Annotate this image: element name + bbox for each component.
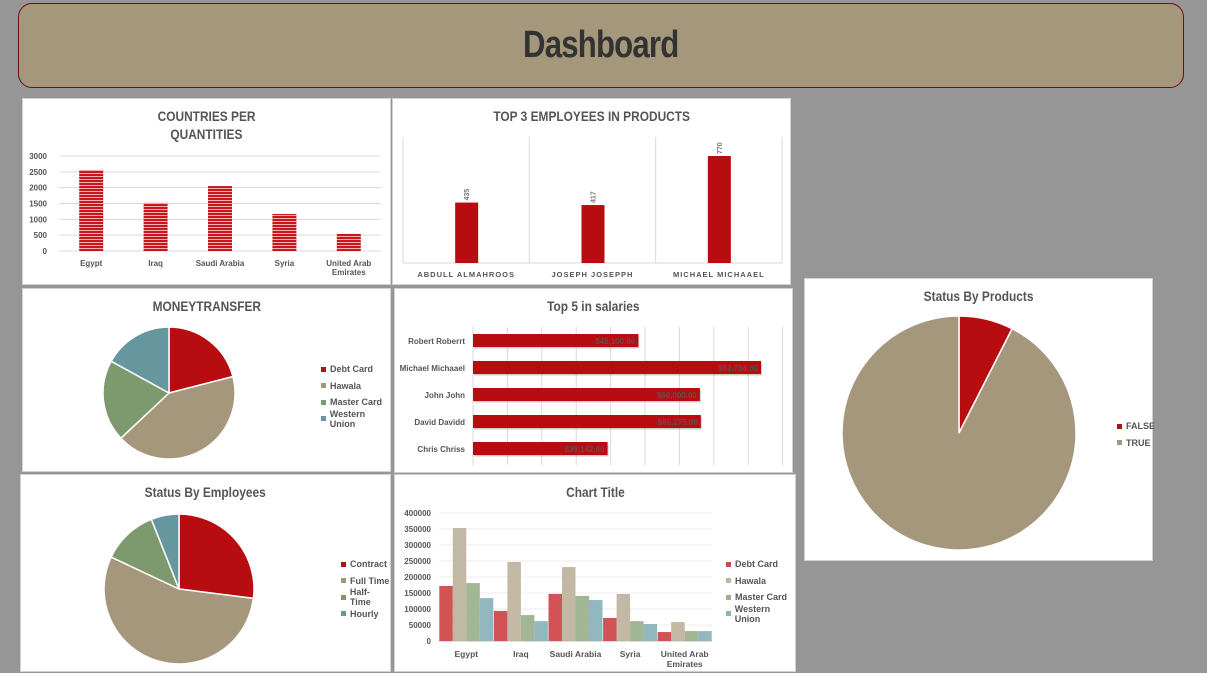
salaries-panel[interactable]: Top 5 in salaries $48,100.00 Robert Rober… [394,288,793,473]
moneytransfer-pie-chart [102,326,236,460]
legend-swatch [341,611,346,617]
legend-item: Master Card [726,589,795,606]
svg-text:Michael Michaael: Michael Michaael [400,364,465,373]
svg-text:Syria: Syria [620,649,641,659]
svg-text:Iraq: Iraq [148,259,163,268]
legend-item: Western Union [726,604,795,624]
legend-item: Hawala [321,378,390,395]
chart-title: Top 5 in salaries [547,298,640,314]
top3-bar-chart: 435 ABDULL ALMAHROOS 417 JOSEPH JOSEPPH 770 M… [402,137,783,279]
svg-text:MICHAEL MICHAAEL: MICHAEL MICHAAEL [673,270,765,279]
status-employees-panel[interactable]: Status By Employees Contract Full Time H… [20,474,391,672]
svg-text:500: 500 [34,231,48,240]
svg-text:Syria: Syria [275,259,295,268]
svg-text:Saudi Arabia: Saudi Arabia [550,649,602,659]
svg-text:Emirates: Emirates [667,659,703,669]
svg-text:Robert Roberrt: Robert Roberrt [408,337,465,346]
dashboard-header: Dashboard [18,3,1184,88]
svg-text:300000: 300000 [404,541,431,550]
svg-text:Egypt: Egypt [454,649,478,659]
svg-text:$66,000.00: $66,000.00 [657,391,698,400]
svg-text:Iraq: Iraq [513,649,529,659]
svg-text:ABDULL ALMAHROOS: ABDULL ALMAHROOS [417,270,515,279]
svg-text:David Davidd: David Davidd [414,418,465,427]
svg-text:350000: 350000 [404,525,431,534]
legend-swatch [321,366,326,372]
status-products-panel[interactable]: Status By Products FALSE TRUE [804,278,1155,561]
chart-title: Chart Title [565,484,625,500]
moneytransfer-panel[interactable]: MONEYTRANSFER Debt Card Hawala Master Ca… [22,288,391,472]
svg-text:0: 0 [427,637,432,646]
svg-text:400000: 400000 [404,509,431,518]
svg-text:JOSEPH JOSEPPH: JOSEPH JOSEPPH [552,270,634,279]
status-products-legend: FALSE TRUE [1117,418,1155,451]
page-title: Dashboard [523,24,679,66]
svg-text:100000: 100000 [404,605,431,614]
legend-swatch [726,561,731,567]
legend-item: Hawala [726,573,795,590]
legend-swatch [341,578,346,584]
legend-swatch [726,578,731,584]
legend-item: Full Time [341,573,390,590]
svg-text:770: 770 [717,142,724,154]
svg-text:250000: 250000 [404,557,431,566]
legend-item: Master Card [321,394,390,411]
legend-item: FALSE [1117,418,1155,435]
top3-employees-panel[interactable]: TOP 3 EMPLOYEES IN PRODUCTS 435 ABDULL AL… [392,98,791,285]
legend-swatch [321,399,326,405]
svg-text:$39,142.00: $39,142.00 [565,445,606,454]
svg-text:0: 0 [43,247,48,256]
svg-text:$66,275.00: $66,275.00 [658,418,699,427]
legend-swatch [321,416,326,422]
svg-text:Egypt: Egypt [80,259,103,268]
legend-item: TRUE [1117,435,1155,452]
svg-text:417: 417 [591,191,598,203]
svg-text:Chris Chriss: Chris Chriss [417,445,465,454]
svg-text:John John: John John [425,391,466,400]
svg-text:2500: 2500 [29,168,47,177]
svg-text:50000: 50000 [409,621,432,630]
legend-item: Debt Card [321,361,390,378]
chart-title: COUNTRIES PER QUANTITIES [157,108,256,142]
svg-text:435: 435 [464,189,471,201]
legend-item: Western Union [321,409,390,429]
svg-text:200000: 200000 [404,573,431,582]
svg-text:$48,100.00: $48,100.00 [595,337,636,346]
svg-text:3000: 3000 [29,152,47,161]
svg-text:1500: 1500 [29,200,47,209]
svg-text:Saudi Arabia: Saudi Arabia [196,259,245,268]
legend-swatch [1117,423,1122,429]
legend-swatch [341,561,346,567]
chart-title: MONEYTRANSFER [152,298,261,314]
legend-swatch [321,383,326,389]
legend-swatch [726,611,731,617]
countries-chart-panel[interactable]: COUNTRIES PER QUANTITIES 0 500 1000 1500 200… [22,98,391,285]
legend-item: Half-Time [341,587,390,607]
grouped-bar-chart: 0 50000 100000 150000 200000 250000 300000 3500… [404,509,712,669]
svg-text:2000: 2000 [29,184,47,193]
legend-swatch [726,594,731,600]
legend-swatch [341,594,346,600]
status-employees-legend: Contract Full Time Half-Time Hourly [341,556,390,622]
svg-text:Emirates: Emirates [332,268,366,277]
svg-text:150000: 150000 [404,589,431,598]
legend-item: Debt Card [726,556,795,573]
legend-item: Hourly [341,606,390,623]
legend-item: Contract [341,556,390,573]
moneytransfer-legend: Debt Card Hawala Master Card Western Uni… [321,361,390,429]
svg-text:$83,784.00: $83,784.00 [718,364,759,373]
chart-title: Status By Employees [144,484,267,500]
svg-text:1000: 1000 [29,215,47,224]
salaries-bar-chart: $48,100.00 Robert Roberrt $83,784.00 Michae… [400,327,784,465]
grouped-chart-panel[interactable]: Chart Title 0 50000 100000 150000 200000 2500… [394,474,796,672]
chart-title: TOP 3 EMPLOYEES IN PRODUCTS [493,108,690,124]
legend-swatch [1117,440,1122,446]
chart-title: Status By Products [923,288,1034,304]
status-employees-pie-chart [103,513,255,665]
countries-bar-chart: 0 500 1000 1500 2000 2500 3000 Egypt Iraq Saudi A… [29,152,381,277]
status-products-pie-chart [841,315,1077,551]
grouped-legend: Debt Card Hawala Master Card Western Uni… [726,556,795,624]
svg-text:United Arab: United Arab [661,649,709,659]
svg-text:United Arab: United Arab [326,259,371,268]
